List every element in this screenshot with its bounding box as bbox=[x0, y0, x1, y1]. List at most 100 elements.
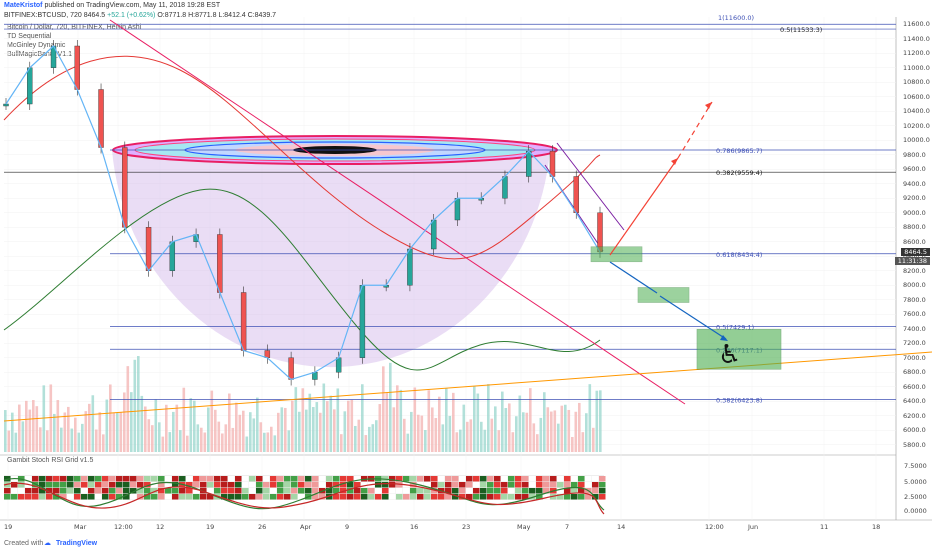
osc-cell bbox=[172, 488, 179, 494]
author-name[interactable]: MateKristof bbox=[4, 2, 43, 9]
time-tick-label: 23 bbox=[462, 523, 471, 531]
volume-bar bbox=[165, 404, 168, 452]
osc-cell bbox=[494, 482, 501, 488]
osc-cell bbox=[18, 482, 25, 488]
down-arrow-head bbox=[720, 335, 728, 341]
osc-cell bbox=[508, 494, 515, 500]
volume-bar bbox=[140, 395, 144, 452]
indicator-label-band[interactable]: BullMagicBand_V1.1 bbox=[7, 51, 72, 58]
osc-cell bbox=[39, 476, 46, 482]
footer-brand[interactable]: TradingView bbox=[56, 540, 98, 547]
osc-cell bbox=[312, 476, 319, 482]
osc-cell bbox=[396, 488, 403, 494]
wheelchair-icon: ♿ bbox=[718, 340, 741, 370]
osc-cell bbox=[102, 494, 109, 500]
volume-bar bbox=[91, 395, 95, 452]
volume-bar bbox=[539, 417, 543, 452]
osc-cell bbox=[543, 494, 550, 500]
osc-cell bbox=[438, 494, 445, 500]
osc-cell bbox=[473, 488, 480, 494]
osc-cell bbox=[46, 488, 53, 494]
trend-lines bbox=[3, 19, 932, 422]
volume-bar bbox=[182, 387, 186, 452]
osc-cell bbox=[340, 482, 347, 488]
volume-bar bbox=[543, 392, 546, 452]
osc-cell bbox=[74, 494, 81, 500]
osc-cell bbox=[298, 476, 305, 482]
osc-cell bbox=[249, 482, 256, 488]
footer-created: Created with bbox=[4, 540, 44, 547]
osc-cell bbox=[522, 482, 529, 488]
osc-cell bbox=[137, 476, 144, 482]
price-tick-label: 7200.0 bbox=[903, 339, 926, 348]
volume-bar bbox=[389, 362, 392, 452]
volume-bar bbox=[284, 407, 287, 452]
osc-cell bbox=[536, 482, 543, 488]
candle-body bbox=[335, 357, 342, 373]
osc-cell bbox=[557, 494, 564, 500]
osc-cell bbox=[319, 482, 326, 488]
volume-bar bbox=[567, 409, 571, 452]
volume-bar bbox=[280, 407, 284, 452]
volume-bar bbox=[21, 421, 25, 452]
volume-bar bbox=[186, 435, 189, 452]
volume-bar bbox=[546, 407, 550, 452]
osc-cell bbox=[431, 476, 438, 482]
osc-cell bbox=[585, 476, 592, 482]
price-tick-label: 6000.0 bbox=[903, 426, 926, 435]
osc-cell bbox=[67, 488, 74, 494]
volume-bar bbox=[501, 391, 504, 452]
up-arrow-head bbox=[671, 158, 678, 165]
price-tick-label: 7800.0 bbox=[903, 295, 926, 304]
osc-cell bbox=[165, 488, 172, 494]
volume-bar bbox=[424, 430, 427, 452]
osc-cell bbox=[501, 494, 508, 500]
osc-cell bbox=[508, 476, 515, 482]
osc-cell bbox=[529, 476, 536, 482]
indicator-label-main[interactable]: Bitcoin / Dollar, 720, BITFINEX, Heikin … bbox=[7, 24, 142, 31]
volume-bar bbox=[375, 420, 378, 452]
osc-cell bbox=[207, 482, 214, 488]
cup-body bbox=[112, 149, 550, 368]
indicator-label-td[interactable]: TD Sequential bbox=[7, 33, 52, 40]
volume-bar bbox=[291, 400, 294, 452]
osc-cell bbox=[88, 494, 95, 500]
oscillator-title[interactable]: Gambit Stoch RSI Grid v1.5 bbox=[7, 457, 94, 464]
osc-cell bbox=[74, 476, 81, 482]
osc-cell bbox=[347, 482, 354, 488]
volume-bar bbox=[364, 435, 368, 452]
candle-body bbox=[430, 219, 437, 250]
osc-cell bbox=[592, 476, 599, 482]
volume-bar bbox=[301, 388, 305, 452]
volume-bar bbox=[441, 424, 445, 452]
osc-cell bbox=[536, 494, 543, 500]
osc-cell bbox=[158, 482, 165, 488]
osc-cell bbox=[529, 482, 536, 488]
osc-cell bbox=[25, 476, 32, 482]
price-tick-label: 9200.0 bbox=[903, 194, 926, 203]
osc-cell bbox=[466, 482, 473, 488]
volume-bar bbox=[144, 406, 147, 452]
time-tick-label: 9 bbox=[345, 523, 350, 531]
osc-cell bbox=[312, 488, 319, 494]
osc-cell bbox=[571, 488, 578, 494]
osc-cell bbox=[46, 482, 53, 488]
osc-cell bbox=[375, 494, 382, 500]
price-tick-label: 8200.0 bbox=[903, 266, 926, 275]
axis-panel-bg bbox=[896, 0, 932, 540]
volume-bar bbox=[392, 407, 396, 452]
osc-cell bbox=[473, 494, 480, 500]
osc-cell bbox=[445, 482, 452, 488]
indicator-label-mcginley[interactable]: McGinley Dynamic bbox=[7, 42, 66, 49]
volume-bar bbox=[18, 404, 21, 452]
volume-bar bbox=[109, 384, 112, 452]
price-tick-label: 10400.0 bbox=[903, 107, 930, 116]
volume-bar bbox=[518, 395, 522, 452]
osc-cell bbox=[410, 494, 417, 500]
osc-cell bbox=[123, 494, 130, 500]
osc-cell bbox=[228, 488, 235, 494]
osc-cell bbox=[326, 488, 333, 494]
osc-cell bbox=[67, 482, 74, 488]
down-arrow bbox=[609, 261, 658, 294]
